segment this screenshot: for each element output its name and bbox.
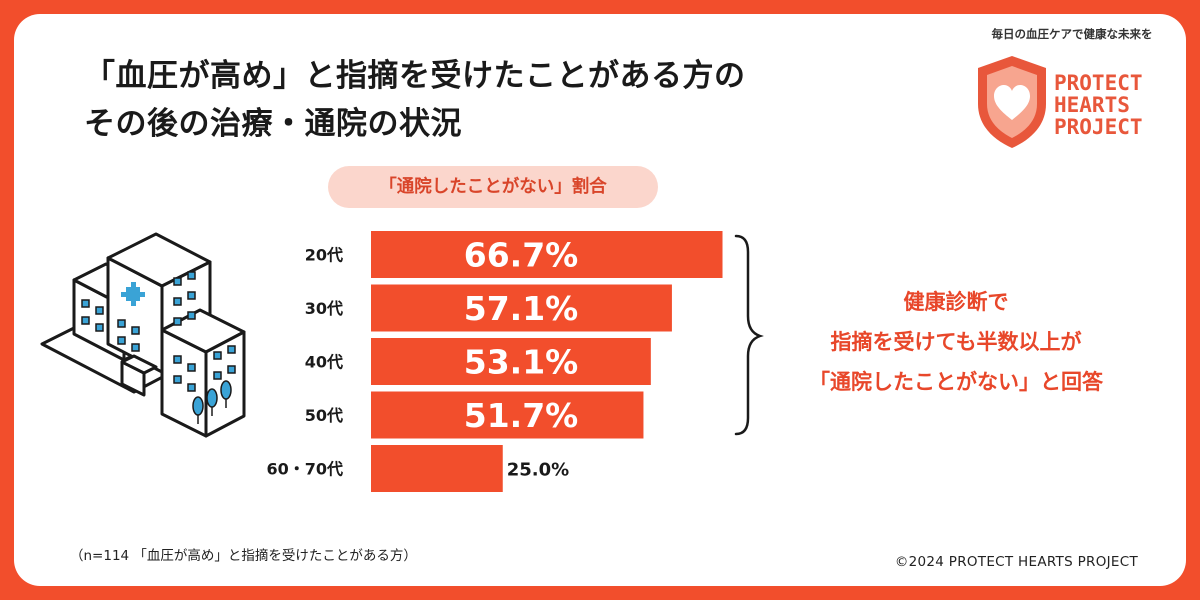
- bar: [371, 445, 503, 492]
- category-label: 50代: [305, 406, 343, 425]
- logo-line-3: PROJECT: [1054, 115, 1143, 139]
- hospital-icon: [40, 232, 246, 438]
- category-label: 40代: [305, 353, 343, 372]
- logo-line-1: PROTECT: [1054, 71, 1143, 95]
- value-label: 25.0%: [507, 460, 569, 481]
- chart-title: 「通院したことがない」割合: [328, 166, 658, 208]
- bar: [371, 338, 651, 385]
- value-label: 53.1%: [464, 343, 579, 382]
- value-label: 51.7%: [464, 396, 579, 435]
- summary-line-3: 「通院したことがない」と回答: [809, 370, 1103, 394]
- title-line-2: その後の治療・通院の状況: [84, 106, 462, 142]
- brand-logo-text: PROTECT HEARTS PROJECT: [1054, 72, 1184, 138]
- category-label: 30代: [305, 299, 343, 318]
- category-label: 60・70代: [266, 460, 343, 479]
- summary-line-2: 指摘を受けても半数以上が: [830, 330, 1082, 354]
- bar-chart: 20代 66.7% 30代 57.1% 40代 53.1% 50代 51.7% 60・70代 25…: [40, 231, 764, 492]
- summary-brace: [734, 234, 764, 436]
- bar: [371, 231, 723, 278]
- tree-icons: [192, 380, 232, 424]
- bar: [371, 284, 672, 332]
- bars-group: 20代 66.7% 30代 57.1% 40代 53.1% 50代 51.7% 60・70代 25…: [266, 231, 723, 492]
- value-label: 57.1%: [464, 289, 579, 328]
- sample-note: （n=114 「血圧が高め」と指摘を受けたことがある方）: [70, 548, 417, 564]
- page-title: 「血圧が高め」と指摘を受けたことがある方の その後の治療・通院の状況: [84, 52, 746, 148]
- card-frame: 「血圧が高め」と指摘を受けたことがある方の その後の治療・通院の状況 毎日の血圧…: [14, 14, 1186, 586]
- heart-shield-icon: [978, 56, 1046, 148]
- title-line-1: 「血圧が高め」と指摘を受けたことがある方の: [84, 58, 746, 94]
- bar: [371, 391, 644, 439]
- summary-text: 健康診断で 指摘を受けても半数以上が 「通院したことがない」と回答: [766, 282, 1146, 402]
- copyright: ©2024 PROTECT HEARTS PROJECT: [894, 554, 1138, 570]
- hospital-windows: [81, 271, 236, 392]
- logo-line-2: HEARTS: [1054, 93, 1130, 117]
- summary-line-1: 健康診断で: [903, 290, 1009, 314]
- category-label: 20代: [305, 246, 343, 265]
- value-label: 66.7%: [464, 236, 579, 275]
- brand-tagline: 毎日の血圧ケアで健康な未来を: [991, 27, 1153, 41]
